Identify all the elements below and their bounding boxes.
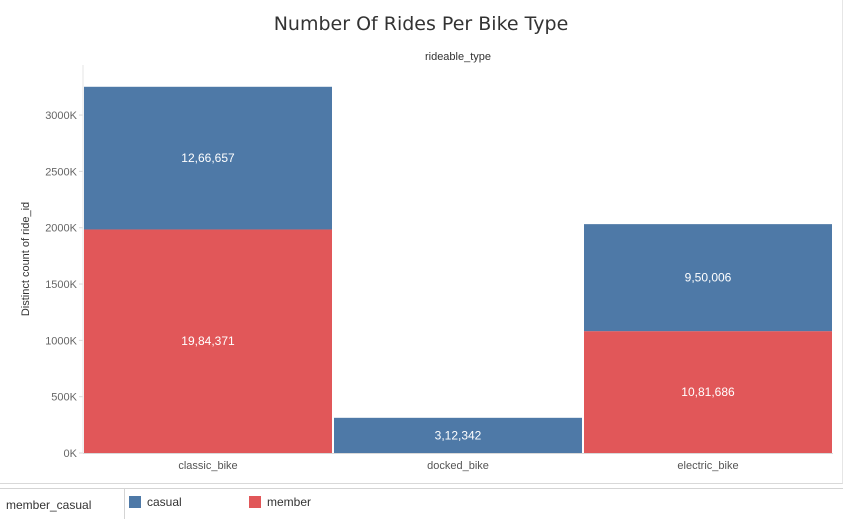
bar-value-label: 10,81,686 (681, 385, 735, 399)
x-tick-label: electric_bike (677, 460, 738, 472)
stacked-bar-chart: Number Of Rides Per Bike Type rideable_ty… (0, 0, 843, 484)
x-tick-label: docked_bike (427, 460, 489, 472)
legend-item-casual[interactable]: casual (129, 495, 182, 509)
y-tick-label: 500K (51, 392, 77, 404)
legend-title: member_casual (6, 498, 91, 512)
legend-item-member[interactable]: member (249, 495, 311, 509)
y-tick-label: 2500K (45, 166, 77, 178)
legend: member_casual casual member (0, 488, 843, 518)
bar-value-label: 9,50,006 (685, 271, 732, 285)
bar-value-label: 3,12,342 (435, 428, 482, 442)
legend-label-member: member (267, 495, 311, 509)
bar-value-label: 19,84,371 (181, 334, 235, 348)
y-tick-label: 1000K (45, 335, 77, 347)
y-axis-label: Distinct count of ride_id (20, 202, 32, 316)
legend-swatch-member (249, 496, 261, 508)
legend-swatch-casual (129, 496, 141, 508)
y-tick-label: 2000K (45, 223, 77, 235)
y-tick-label: 3000K (45, 110, 77, 122)
y-tick-label: 0K (64, 448, 78, 460)
bar-value-label: 12,66,657 (181, 151, 235, 165)
column-header: rideable_type (425, 51, 491, 63)
legend-divider (124, 489, 125, 519)
y-tick-label: 1500K (45, 279, 77, 291)
x-tick-label: classic_bike (178, 460, 237, 472)
legend-label-casual: casual (147, 495, 182, 509)
chart-frame: Number Of Rides Per Bike Type rideable_ty… (0, 0, 843, 484)
chart-title: Number Of Rides Per Bike Type (274, 13, 569, 35)
